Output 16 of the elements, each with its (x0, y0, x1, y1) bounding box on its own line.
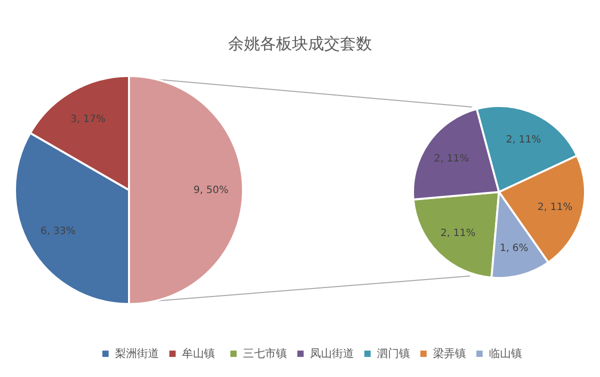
legend-label: 梨洲街道 (115, 346, 159, 360)
text: 余姚各板块成交套数 (228, 34, 372, 53)
legend-label: 牟山镇 (182, 346, 215, 360)
legend-label: 凤山街道 (310, 346, 354, 360)
data-label: 2, 11% (440, 228, 476, 240)
data-label: 2, 11% (506, 134, 541, 146)
data-label: 2, 11% (538, 202, 572, 214)
data-label: 3, 17% (70, 114, 106, 125)
legend-label: 梁弄镇 (433, 346, 466, 360)
data-label: 6, 33% (40, 226, 76, 237)
legend-label: 临山镇 (489, 346, 522, 360)
data-label: 2, 11% (434, 154, 469, 165)
legend-label: 泗门镇 (377, 346, 410, 360)
legend-label: 三七市镇 (243, 346, 287, 360)
data-label: 1, 6% (500, 243, 528, 254)
data-label: 9, 50% (194, 185, 228, 196)
